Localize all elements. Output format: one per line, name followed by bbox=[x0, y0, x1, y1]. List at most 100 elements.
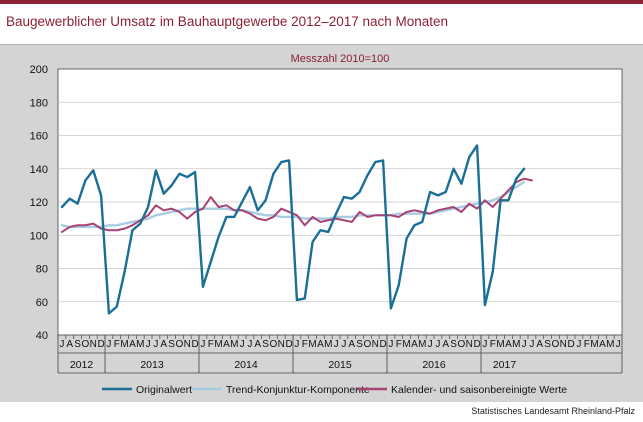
y-tick-label: 40 bbox=[36, 330, 48, 342]
x-tick-label: J bbox=[576, 339, 581, 350]
x-tick-label: J bbox=[294, 339, 299, 350]
x-tick-label: M bbox=[590, 339, 598, 350]
x-tick-label: J bbox=[106, 339, 111, 350]
x-tick-label: F bbox=[584, 339, 590, 350]
x-tick-label: S bbox=[544, 339, 551, 350]
x-tick-label: D bbox=[473, 339, 480, 350]
x-tick-label: A bbox=[160, 339, 167, 350]
year-label: 2016 bbox=[422, 359, 446, 371]
x-tick-label: F bbox=[114, 339, 120, 350]
x-tick-label: M bbox=[136, 339, 144, 350]
legend: Originalwert Trend-Konjunktur-Komponente K… bbox=[102, 384, 567, 396]
source-note: Statistisches Landesamt Rheinland-Pfalz bbox=[471, 406, 635, 416]
year-label: 2014 bbox=[234, 359, 258, 371]
x-tick-label: O bbox=[270, 339, 278, 350]
x-tick-label: O bbox=[458, 339, 466, 350]
legend-label: Originalwert bbox=[136, 384, 192, 396]
x-tick-label: N bbox=[184, 339, 191, 350]
x-tick-label: A bbox=[536, 339, 543, 350]
y-tick-label: 60 bbox=[36, 297, 48, 309]
y-axis: 40 60 80 100 120 140 160 180 200 bbox=[30, 64, 48, 342]
x-tick-label: J bbox=[334, 339, 339, 350]
x-tick-label: A bbox=[348, 339, 355, 350]
x-tick-label: F bbox=[208, 339, 214, 350]
x-tick-label: N bbox=[372, 339, 379, 350]
x-tick-label: F bbox=[302, 339, 308, 350]
x-tick-label: O bbox=[552, 339, 560, 350]
x-tick-label: M bbox=[402, 339, 410, 350]
year-label: 2017 bbox=[493, 359, 517, 371]
x-tick-label: M bbox=[324, 339, 332, 350]
x-tick-label: F bbox=[396, 339, 402, 350]
series-lines bbox=[60, 144, 533, 315]
x-tick-label: D bbox=[285, 339, 292, 350]
x-tick-label: S bbox=[356, 339, 363, 350]
x-tick-label: J bbox=[428, 339, 433, 350]
y-tick-label: 80 bbox=[36, 264, 48, 276]
x-tick-label: O bbox=[82, 339, 90, 350]
x-tick-label: A bbox=[66, 339, 73, 350]
x-tick-label: A bbox=[411, 339, 418, 350]
series-line-original bbox=[60, 144, 526, 315]
x-tick-label: S bbox=[74, 339, 81, 350]
x-tick-label: M bbox=[308, 339, 316, 350]
x-tick-label: J bbox=[59, 339, 64, 350]
x-tick-label: A bbox=[442, 339, 449, 350]
title-divider bbox=[0, 44, 643, 45]
x-tick-label: J bbox=[341, 339, 346, 350]
x-tick-label: J bbox=[240, 339, 245, 350]
header-accent-bar bbox=[0, 0, 643, 4]
x-tick-label: A bbox=[223, 339, 230, 350]
x-tick-label: O bbox=[176, 339, 184, 350]
x-tick-label: M bbox=[214, 339, 222, 350]
x-tick-label: A bbox=[599, 339, 606, 350]
x-tick-label: J bbox=[153, 339, 158, 350]
x-tick-label: J bbox=[146, 339, 151, 350]
x-tick-label: F bbox=[490, 339, 496, 350]
x-tick-label: M bbox=[120, 339, 128, 350]
legend-label: Kalender- und saisonbereinigte Werte bbox=[391, 384, 567, 396]
x-tick-label: M bbox=[496, 339, 504, 350]
grid-lines bbox=[58, 101, 622, 303]
x-tick-label: A bbox=[254, 339, 261, 350]
x-tick-label: J bbox=[200, 339, 205, 350]
year-label: 2013 bbox=[140, 359, 164, 371]
y-tick-label: 140 bbox=[30, 164, 48, 176]
chart-subtitle: Messzahl 2010=100 bbox=[291, 53, 390, 65]
x-tick-label: O bbox=[364, 339, 372, 350]
x-tick-label: N bbox=[90, 339, 97, 350]
x-tick-label: M bbox=[606, 339, 614, 350]
x-tick-label: N bbox=[278, 339, 285, 350]
y-tick-label: 100 bbox=[30, 230, 48, 242]
x-tick-label: S bbox=[168, 339, 175, 350]
x-tick-label: J bbox=[616, 339, 621, 350]
x-tick-label: J bbox=[247, 339, 252, 350]
x-tick-label: J bbox=[522, 339, 527, 350]
x-tick-label: S bbox=[262, 339, 269, 350]
x-tick-label: J bbox=[529, 339, 534, 350]
x-tick-label: J bbox=[388, 339, 393, 350]
series-line-seasonal bbox=[60, 177, 533, 233]
x-tick-label: A bbox=[505, 339, 512, 350]
x-tick-label: N bbox=[466, 339, 473, 350]
x-tick-label: D bbox=[191, 339, 198, 350]
x-tick-label: J bbox=[482, 339, 487, 350]
year-label: 2015 bbox=[328, 359, 352, 371]
x-tick-label: D bbox=[379, 339, 386, 350]
x-tick-label: N bbox=[560, 339, 567, 350]
x-tick-label: S bbox=[450, 339, 457, 350]
y-tick-label: 200 bbox=[30, 64, 48, 76]
y-tick-label: 160 bbox=[30, 131, 48, 143]
x-tick-label: J bbox=[435, 339, 440, 350]
legend-label: Trend-Konjunktur-Komponente bbox=[226, 384, 370, 396]
x-tick-label: M bbox=[418, 339, 426, 350]
x-tick-label: M bbox=[230, 339, 238, 350]
page-title: Baugewerblicher Umsatz im Bauhauptgewerb… bbox=[6, 14, 449, 29]
x-tick-label: D bbox=[567, 339, 574, 350]
x-tick-label: M bbox=[512, 339, 520, 350]
y-tick-label: 120 bbox=[30, 197, 48, 209]
x-tick-label: A bbox=[317, 339, 324, 350]
